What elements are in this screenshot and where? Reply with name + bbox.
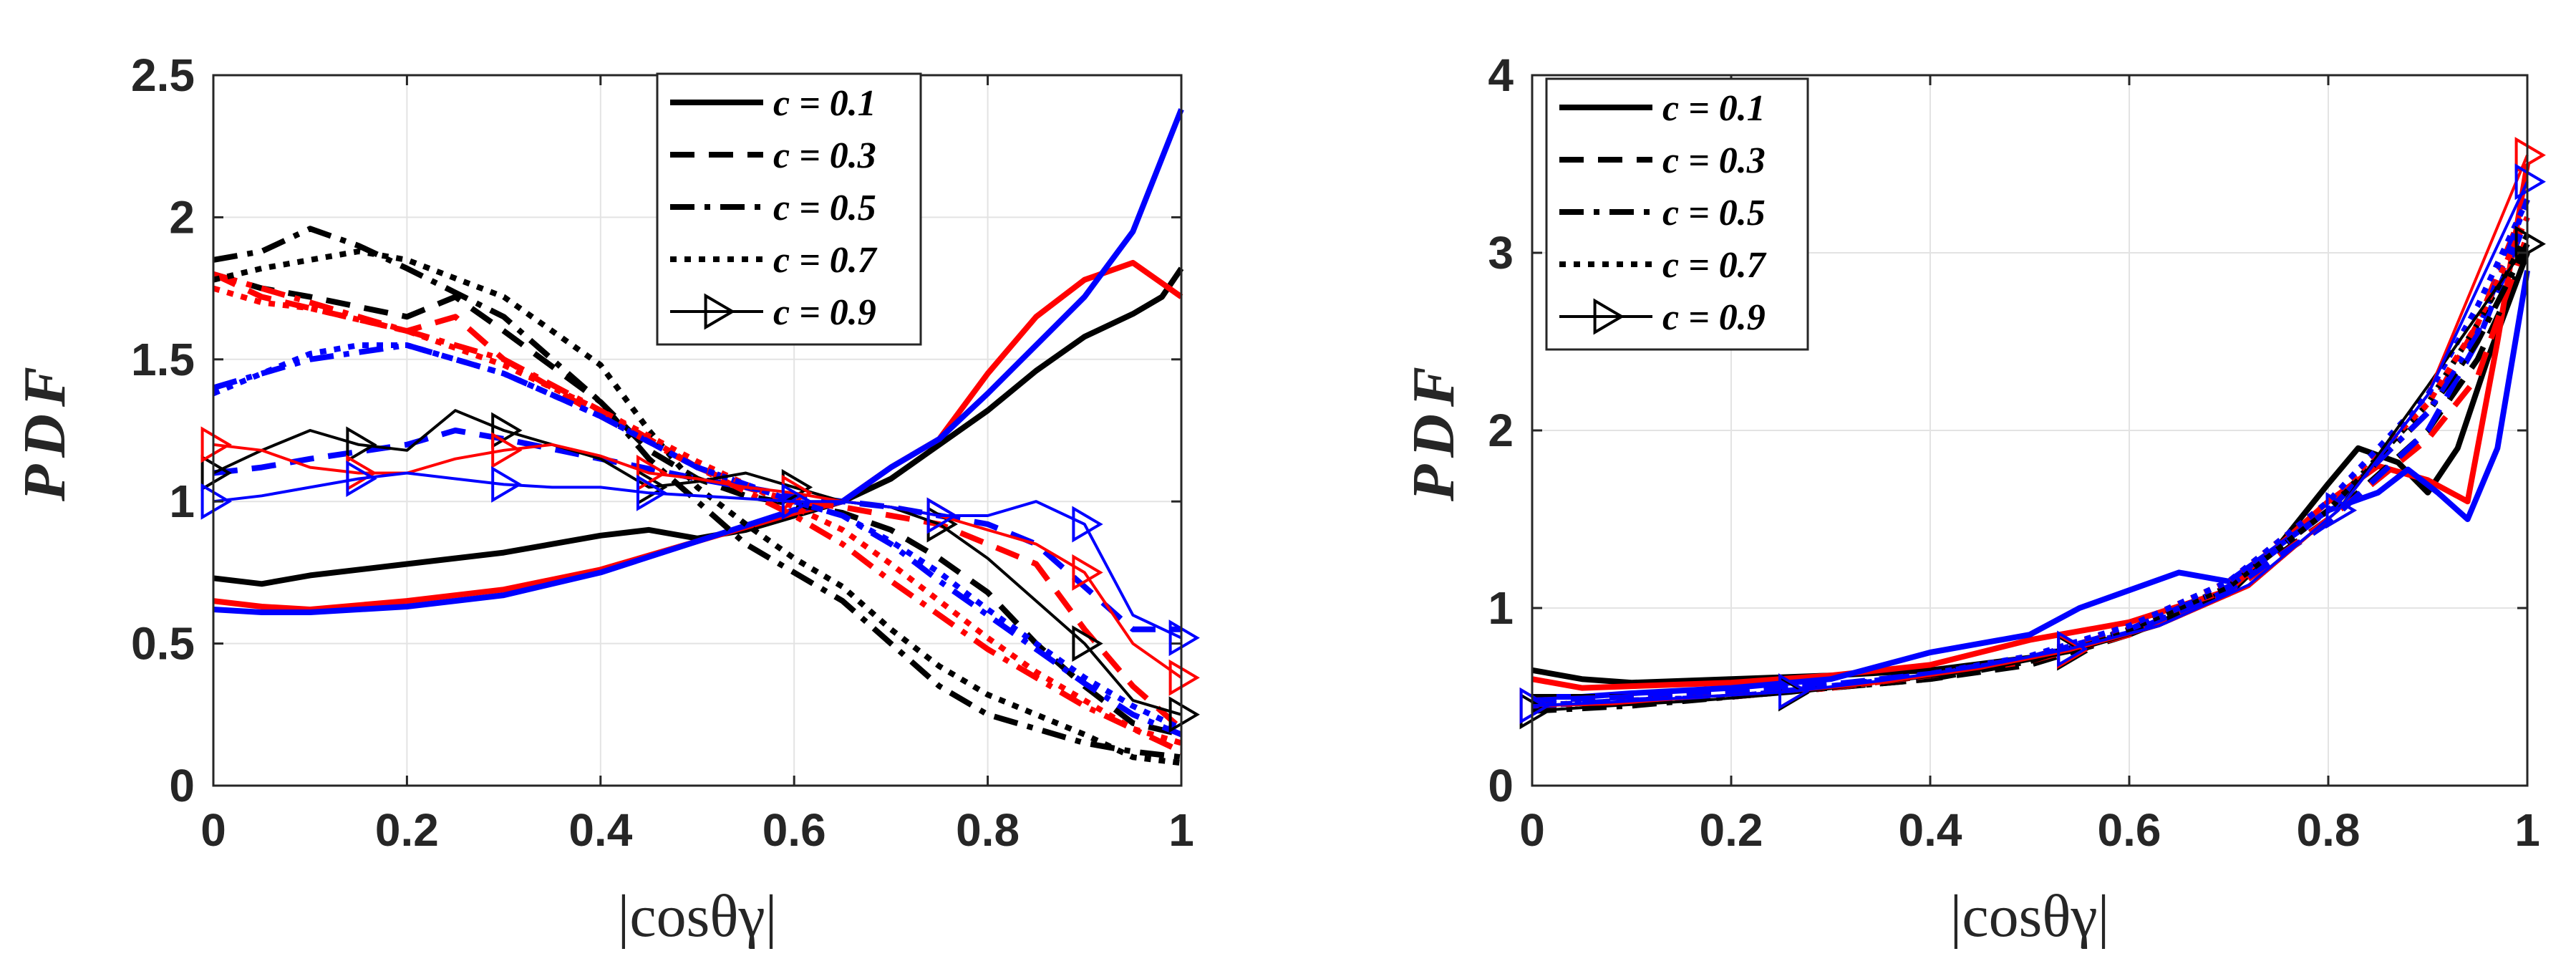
y-tick-label: 1 <box>1488 582 1514 634</box>
series-line-0.1-ff0000 <box>1531 163 2530 691</box>
series-marker <box>200 483 232 520</box>
series-marker <box>491 432 523 469</box>
legend-label: c = 0.5 <box>773 188 876 228</box>
series-marker <box>1072 625 1103 662</box>
x-tick-label: 0 <box>200 804 226 856</box>
x-tick-label: 1 <box>1168 804 1194 856</box>
series-marker <box>1778 673 1810 710</box>
legend-label: c = 0.7 <box>1662 245 1767 286</box>
series-marker <box>2325 492 2357 529</box>
x-tick-label: 0 <box>1519 804 1545 856</box>
legend-label: c = 0.9 <box>1662 297 1766 338</box>
legend-label: c = 0.1 <box>773 83 876 124</box>
series-marker <box>1168 659 1200 696</box>
y-tick-label: 0 <box>1488 760 1514 811</box>
legend-marker <box>704 293 735 330</box>
legend-label: c = 0.9 <box>773 292 876 333</box>
y-tick-label: 1 <box>169 476 195 527</box>
y-tick-label: 1.5 <box>131 334 195 385</box>
series-marker <box>2514 163 2546 201</box>
x-tick-label: 0.6 <box>2098 804 2161 856</box>
x-tick-label: 0.4 <box>1899 804 1962 856</box>
y-tick-label: 0.5 <box>131 618 195 670</box>
legend: c = 0.1 c = 0.3 c = 0.5 c = 0.7 c = 0.9 <box>656 72 922 346</box>
legend-box <box>656 72 922 346</box>
series-marker <box>636 455 668 492</box>
series-line-0.5-000000 <box>213 226 1182 761</box>
x-tick-label: 0.8 <box>956 804 1020 856</box>
series-marker <box>491 412 523 449</box>
series-marker <box>636 474 668 511</box>
chart-panel-1: 0 0.2 0.4 0.6 0.8 1 0 0.5 1 1.5 2 2.5 |cosθγ| PDF c = … <box>11 49 1200 950</box>
x-tick-label: 1 <box>2514 804 2540 856</box>
x-tick-label: 0.6 <box>762 804 826 856</box>
legend-label: c = 0.3 <box>1662 140 1766 181</box>
x-tick-label: 0.8 <box>2297 804 2360 856</box>
series-line-0.9-000000 <box>213 409 1182 716</box>
series-marker <box>200 455 232 492</box>
y-tick-label: 2 <box>1488 405 1514 456</box>
series-marker <box>2057 630 2088 667</box>
series-marker <box>2514 226 2546 263</box>
series-line-0.3-ff0000 <box>212 271 1183 731</box>
series-marker <box>346 460 377 497</box>
y-tick-label: 2.5 <box>131 49 195 101</box>
y-tick-label: 2 <box>169 191 195 243</box>
x-axis-label: |cosθγ| <box>1950 883 2110 950</box>
series-marker <box>1072 554 1103 591</box>
series-marker <box>1519 687 1551 724</box>
x-tick-label: 0.2 <box>375 804 439 856</box>
legend: c = 0.1 c = 0.3 c = 0.5 c = 0.7 c = 0.9 <box>1545 77 1809 351</box>
x-tick-label: 0.4 <box>568 804 632 856</box>
series-marker <box>1168 696 1200 733</box>
y-tick-label: 3 <box>1488 227 1514 279</box>
legend-label: c = 0.5 <box>1662 193 1766 233</box>
x-tick-label: 0.2 <box>1700 804 1763 856</box>
y-tick-label: 4 <box>1488 49 1514 101</box>
series-marker <box>2514 137 2546 174</box>
series-marker <box>346 426 377 463</box>
legend-label: c = 0.7 <box>773 240 878 281</box>
y-axis-label: PDF <box>11 360 78 502</box>
series-marker <box>781 483 813 520</box>
series-marker <box>1072 506 1103 543</box>
x-axis-label: |cosθγ| <box>618 883 778 950</box>
series-marker <box>200 426 232 463</box>
legend-label: c = 0.1 <box>1662 88 1766 129</box>
y-tick-label: 0 <box>169 760 195 811</box>
series-marker <box>926 497 958 534</box>
legend-marker <box>1593 298 1624 335</box>
series-marker <box>1168 619 1200 657</box>
y-axis-label: PDF <box>1400 360 1467 502</box>
series-line-0.7-000000 <box>213 249 1182 766</box>
series-line-0.9-0000ff <box>1531 180 2529 708</box>
legend-label: c = 0.3 <box>773 135 876 176</box>
series-marker <box>491 466 523 503</box>
legend-box <box>1545 77 1809 351</box>
series-line-0.7-ff0000 <box>212 285 1183 746</box>
series-line-0.5-0000ff <box>1531 198 2530 709</box>
series-line-0.9-0000ff <box>213 471 1182 640</box>
series-line-0.1-0000ff <box>1532 270 2530 700</box>
